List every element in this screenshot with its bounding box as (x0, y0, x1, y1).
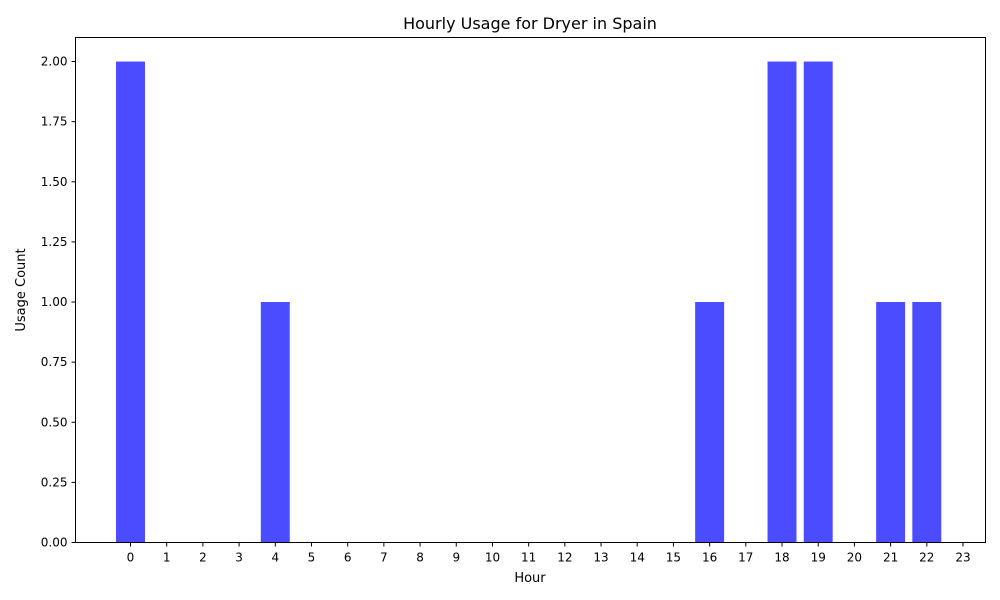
x-tick-label: 8 (416, 551, 424, 565)
x-axis-label: Hour (514, 571, 546, 586)
x-tick-label: 6 (344, 551, 352, 565)
x-tick-label: 12 (557, 551, 572, 565)
bar-hour-21 (876, 302, 906, 543)
x-axis-ticks: 0 1 2 3 4 5 6 7 8 9 10 11 12 13 14 15 16 17 18 19 20 21 22 23 (127, 542, 971, 565)
x-tick-label: 17 (738, 551, 753, 565)
y-axis-label: Usage Count (14, 248, 29, 331)
y-tick-label: 1.75 (41, 115, 68, 129)
y-tick-label: 1.50 (41, 175, 68, 189)
x-tick-label: 5 (308, 551, 316, 565)
x-tick-label: 14 (630, 551, 645, 565)
x-tick-label: 22 (919, 551, 934, 565)
y-tick-label: 0.00 (41, 536, 68, 550)
x-tick-label: 1 (163, 551, 171, 565)
y-tick-label: 1.00 (41, 295, 68, 309)
x-tick-label: 23 (955, 551, 970, 565)
plot-frame (75, 37, 986, 543)
y-tick-label: 0.25 (41, 475, 68, 489)
x-tick-label: 20 (847, 551, 862, 565)
y-tick-label: 0.50 (41, 415, 68, 429)
bar-hour-0 (116, 61, 145, 543)
x-tick-label: 18 (774, 551, 789, 565)
chart-title: Hourly Usage for Dryer in Spain (403, 14, 657, 33)
y-tick-label: 1.25 (41, 235, 68, 249)
x-tick-label: 9 (452, 551, 460, 565)
bars (116, 61, 942, 543)
y-axis-ticks: 0.00 0.25 0.50 0.75 1.00 1.25 1.50 1.75 2.00 (41, 55, 76, 550)
x-tick-label: 21 (883, 551, 898, 565)
x-tick-label: 10 (485, 551, 500, 565)
y-tick-label: 2.00 (41, 55, 68, 69)
x-tick-label: 7 (380, 551, 388, 565)
x-tick-label: 19 (811, 551, 826, 565)
bar-hour-19 (803, 61, 833, 543)
x-tick-label: 4 (271, 551, 279, 565)
x-tick-label: 15 (666, 551, 681, 565)
x-tick-label: 2 (199, 551, 207, 565)
bar-hour-18 (767, 61, 797, 543)
x-tick-label: 0 (127, 551, 135, 565)
bar-hour-4 (260, 302, 290, 543)
y-tick-label: 0.75 (41, 355, 68, 369)
x-tick-label: 13 (593, 551, 608, 565)
x-tick-label: 16 (702, 551, 717, 565)
bar-hour-16 (695, 302, 725, 543)
x-tick-label: 3 (235, 551, 243, 565)
bar-hour-22 (912, 302, 942, 543)
x-tick-label: 11 (521, 551, 536, 565)
